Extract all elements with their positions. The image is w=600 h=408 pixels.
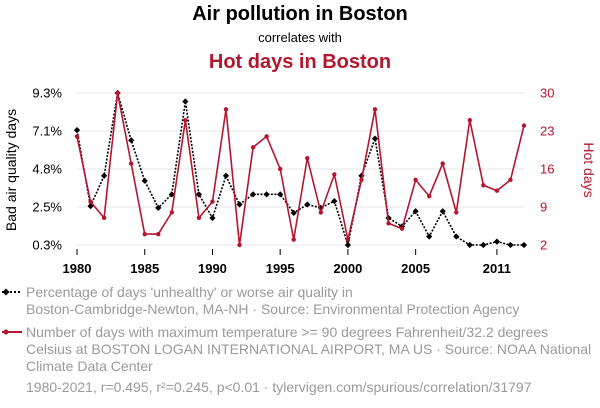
data-point-hot-days <box>101 215 107 221</box>
footer-stats: 1980-2021, r=0.495, r²=0.245, p<0.01 · t… <box>26 379 532 395</box>
data-point-hot-days <box>386 221 391 226</box>
data-point-air-quality <box>331 197 338 205</box>
x-tick-label: 2000 <box>333 261 362 276</box>
left-tick-label: 0.3% <box>32 238 62 253</box>
data-point-air-quality <box>182 98 189 105</box>
left-tick-label: 7.1% <box>32 124 62 139</box>
right-tick-label: 2 <box>540 238 547 253</box>
data-point-hot-days <box>183 117 188 123</box>
data-point-hot-days <box>521 123 527 128</box>
data-point-air-quality <box>100 172 108 179</box>
right-axis-label: Hot days <box>581 142 597 197</box>
data-point-hot-days <box>359 177 364 183</box>
data-point-air-quality <box>222 172 230 179</box>
data-point-hot-days <box>318 210 324 215</box>
data-point-hot-days <box>413 177 418 183</box>
data-point-hot-days <box>210 199 215 204</box>
data-point-hot-days <box>332 172 337 177</box>
data-point-hot-days <box>169 210 175 215</box>
data-point-air-quality <box>236 201 243 208</box>
left-axis-label: Bad air quality days <box>3 109 19 231</box>
grid-lines <box>77 92 524 246</box>
data-point-hot-days <box>372 107 378 112</box>
data-point-air-quality <box>249 191 257 198</box>
data-point-hot-days <box>345 237 351 242</box>
x-tick-label: 1980 <box>63 261 92 276</box>
x-tick-label: 1985 <box>130 261 159 276</box>
data-point-hot-days <box>454 210 459 215</box>
data-point-hot-days <box>305 155 310 161</box>
data-point-air-quality <box>195 191 203 198</box>
data-point-hot-days <box>508 177 513 183</box>
data-point-air-quality <box>507 241 514 249</box>
right-tick-label: 23 <box>540 124 554 139</box>
data-point-hot-days <box>115 90 120 96</box>
data-point-air-quality <box>73 127 81 134</box>
data-point-air-quality <box>128 137 135 144</box>
data-point-hot-days <box>399 226 405 231</box>
data-point-air-quality <box>290 209 297 217</box>
data-point-hot-days <box>88 199 93 204</box>
data-point-air-quality <box>371 135 379 142</box>
left-tick-label: 2.5% <box>32 200 62 215</box>
data-point-hot-days <box>156 231 161 237</box>
legend-text-air-quality-line1: Percentage of days 'unhealthy' or worse … <box>26 284 353 300</box>
data-point-air-quality <box>426 233 433 240</box>
data-point-air-quality <box>141 177 148 184</box>
data-point-hot-days <box>440 161 445 166</box>
right-tick-label: 9 <box>540 200 547 215</box>
legend-marker-hot-days <box>2 329 22 335</box>
data-point-hot-days <box>128 161 134 166</box>
data-point-air-quality <box>439 208 446 215</box>
data-point-hot-days <box>467 117 473 123</box>
data-point-hot-days <box>291 237 296 242</box>
series-hot-days <box>74 90 527 248</box>
data-point-hot-days <box>494 188 500 193</box>
left-tick-label: 9.3% <box>32 86 62 101</box>
data-point-hot-days <box>237 242 242 248</box>
legend-text-hot-days-line3: Climate Data Center <box>26 358 153 374</box>
data-point-hot-days <box>264 134 269 139</box>
legend: Percentage of days 'unhealthy' or worse … <box>2 284 591 374</box>
x-tick-label: 1995 <box>266 261 295 276</box>
data-point-air-quality <box>493 238 501 245</box>
left-axis-ticks: 0.3% 2.5% 4.8% 7.1% 9.3% <box>32 86 62 253</box>
series-line-hot-days <box>76 92 525 246</box>
data-point-hot-days <box>250 145 256 150</box>
x-tick-label: 1990 <box>198 261 227 276</box>
data-point-hot-days <box>481 183 486 188</box>
data-point-air-quality <box>480 241 487 249</box>
legend-text-air-quality-line2: Boston-Cambridge-Newton, MA-NH · Source:… <box>26 301 519 317</box>
data-point-air-quality <box>168 191 175 198</box>
data-point-air-quality <box>453 233 460 240</box>
data-point-hot-days <box>223 107 229 112</box>
x-tick-label: 2011 <box>483 261 511 276</box>
data-point-air-quality <box>209 214 216 222</box>
chart-title: Air pollution in Boston <box>192 3 408 25</box>
data-point-air-quality <box>263 191 270 198</box>
right-tick-label: 16 <box>540 162 554 177</box>
chart-subtitle: correlates with <box>258 30 342 45</box>
data-point-hot-days <box>277 166 283 172</box>
second-series-title: Hot days in Boston <box>209 51 391 73</box>
right-tick-label: 30 <box>540 86 554 101</box>
x-axis-ticks: 1980 1985 1990 1995 2000 2005 2011 <box>63 249 511 276</box>
data-point-air-quality <box>412 208 419 215</box>
data-point-hot-days <box>426 193 432 199</box>
legend-text-hot-days-line2: Celsius at BOSTON LOGAN INTERNATIONAL AI… <box>26 341 591 357</box>
data-point-hot-days <box>196 215 202 221</box>
data-point-hot-days <box>74 134 80 139</box>
data-point-air-quality <box>520 241 528 249</box>
legend-marker-air-quality <box>2 288 22 296</box>
data-point-air-quality <box>344 241 352 249</box>
x-tick-label: 2005 <box>401 261 430 276</box>
series-line-air-quality <box>76 92 524 246</box>
left-tick-label: 4.8% <box>32 162 62 177</box>
legend-text-hot-days-line1: Number of days with maximum temperature … <box>26 324 548 340</box>
data-point-hot-days <box>142 231 147 237</box>
right-axis-ticks: 2 9 16 23 30 <box>540 86 554 253</box>
